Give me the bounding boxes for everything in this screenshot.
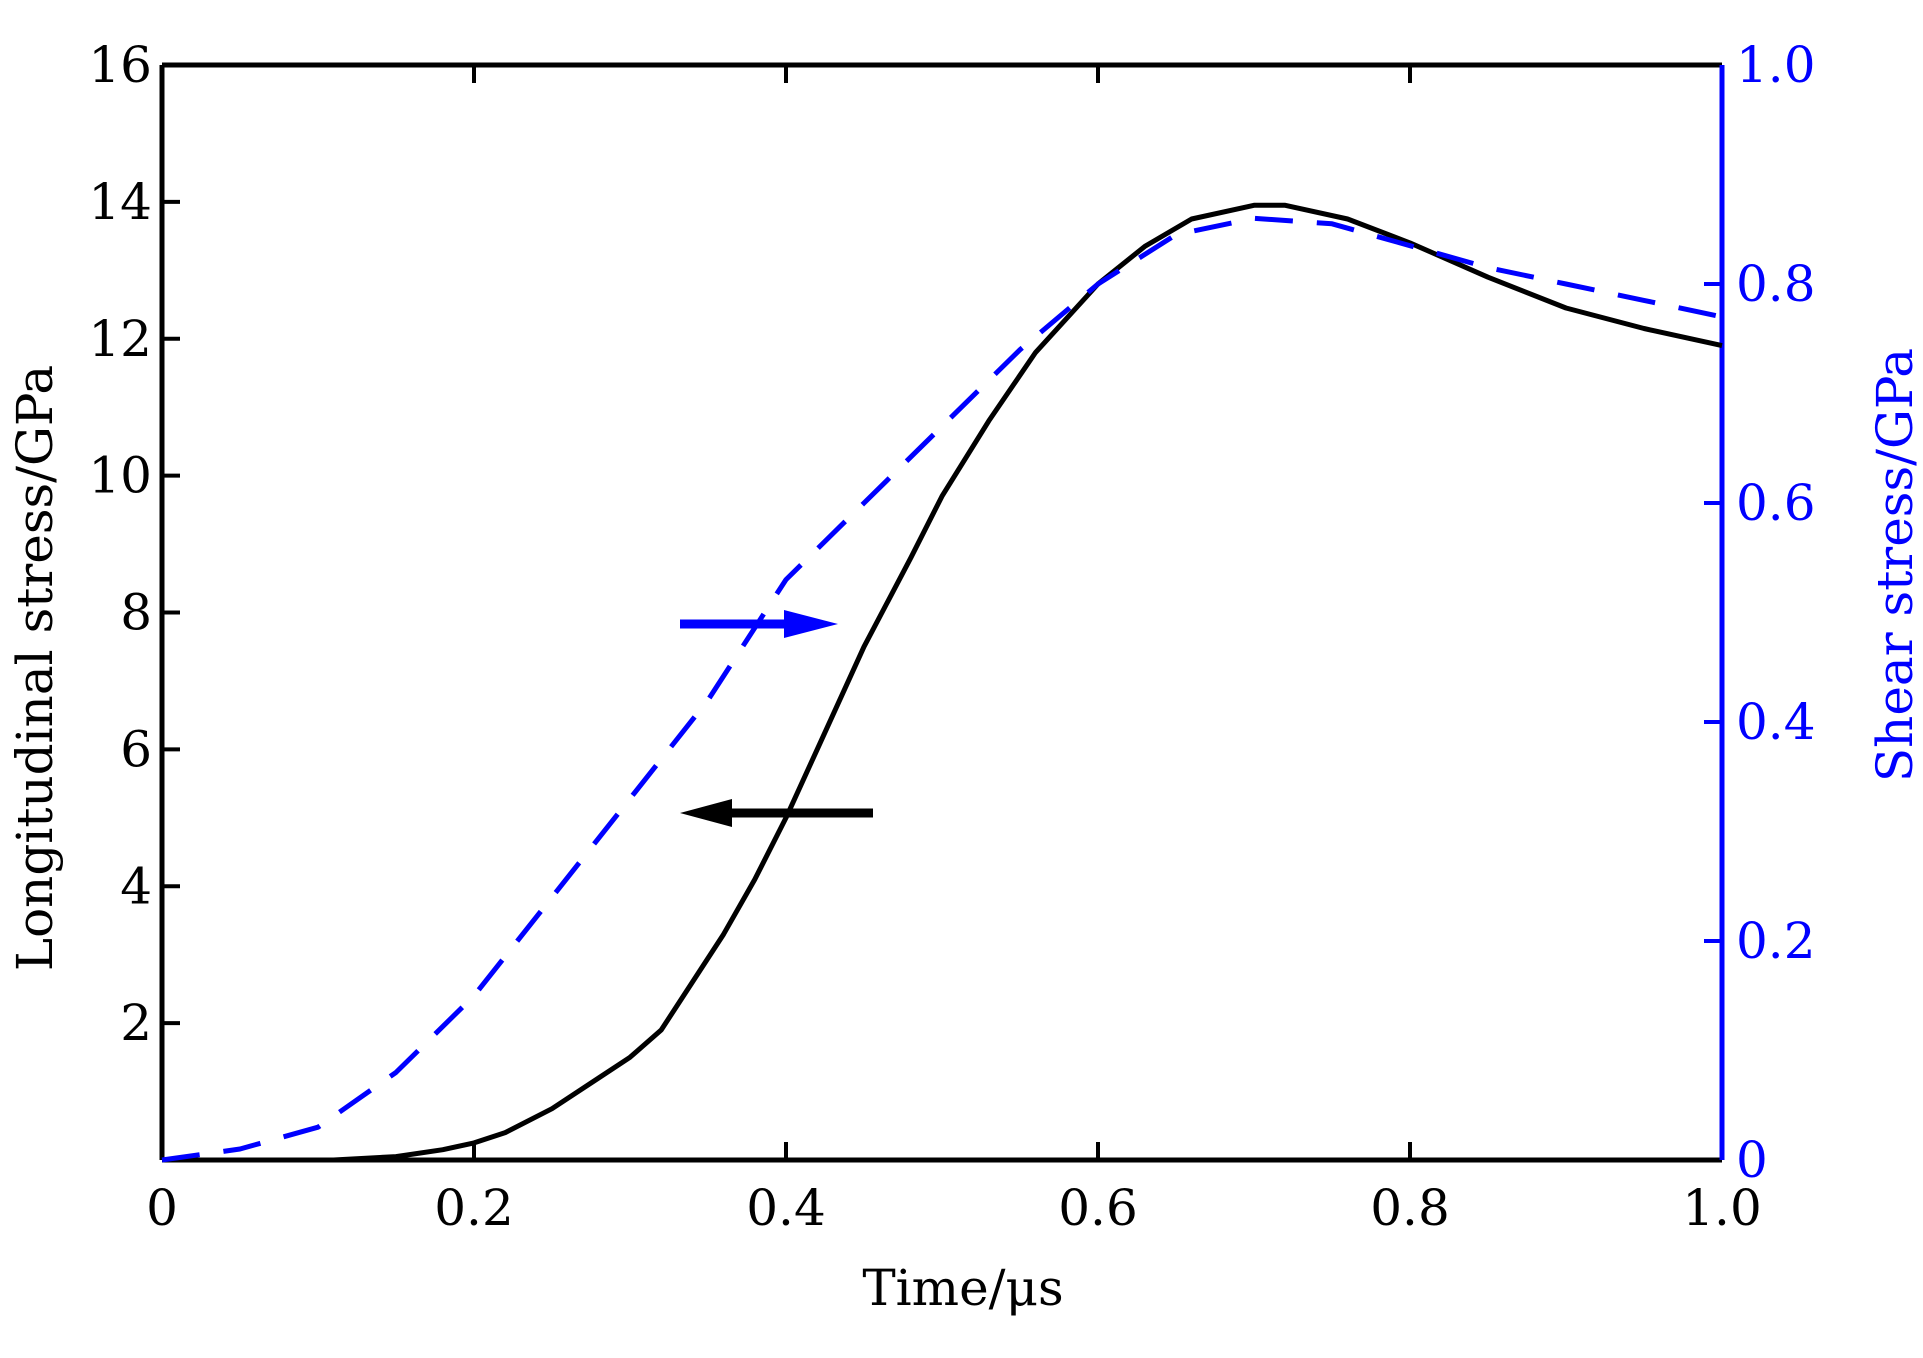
x-tick-label: 0.8 (1370, 1179, 1450, 1237)
y-left-tick-label: 10 (88, 447, 152, 505)
y-axis-left-title: Longitudinal stress/GPa (6, 365, 64, 971)
y-right-tick-label: 0.6 (1736, 474, 1816, 532)
y-left-tick-label: 2 (120, 994, 152, 1052)
y-right-tick-label: 0.2 (1736, 912, 1816, 970)
black-arrow-head (680, 799, 732, 827)
y-left-tick-label: 14 (88, 173, 152, 231)
y-left-tick-label: 4 (120, 857, 152, 915)
y-right-tick-label: 0 (1736, 1131, 1768, 1189)
y-axis-right: 0 0.2 0.4 0.6 0.8 1.0 (1704, 36, 1816, 1189)
x-tick-label: 0.2 (434, 1179, 514, 1237)
y-right-tick-label: 0.4 (1736, 693, 1816, 751)
y-left-tick-label: 6 (120, 720, 152, 778)
x-tick-label: 1.0 (1682, 1179, 1762, 1237)
x-tick-label: 0.6 (1058, 1179, 1138, 1237)
plot-frame (159, 62, 1725, 1163)
x-axis-title: Time/μs (862, 1259, 1063, 1317)
shear-stress-line (161, 215, 1723, 1163)
x-tick-label: 0 (146, 1179, 178, 1237)
y-right-tick-label: 1.0 (1736, 36, 1816, 94)
y-left-tick-label: 16 (88, 36, 152, 94)
annotation-layer (680, 610, 873, 827)
x-tick-label: 0.4 (746, 1179, 826, 1237)
y-axis-left: 2 4 6 8 10 12 14 16 (88, 36, 180, 1052)
blue-arrow-head (784, 610, 838, 638)
x-axis: 0 0.2 0.4 0.6 0.8 1.0 (146, 65, 1762, 1237)
longitudinal-stress-line (333, 202, 1723, 1163)
y-right-tick-label: 0.8 (1736, 255, 1816, 313)
y-left-tick-label: 12 (88, 310, 152, 368)
y-axis-right-title: Shear stress/GPa (1866, 348, 1923, 782)
series-layer (161, 202, 1723, 1163)
y-left-tick-label: 8 (120, 584, 152, 642)
